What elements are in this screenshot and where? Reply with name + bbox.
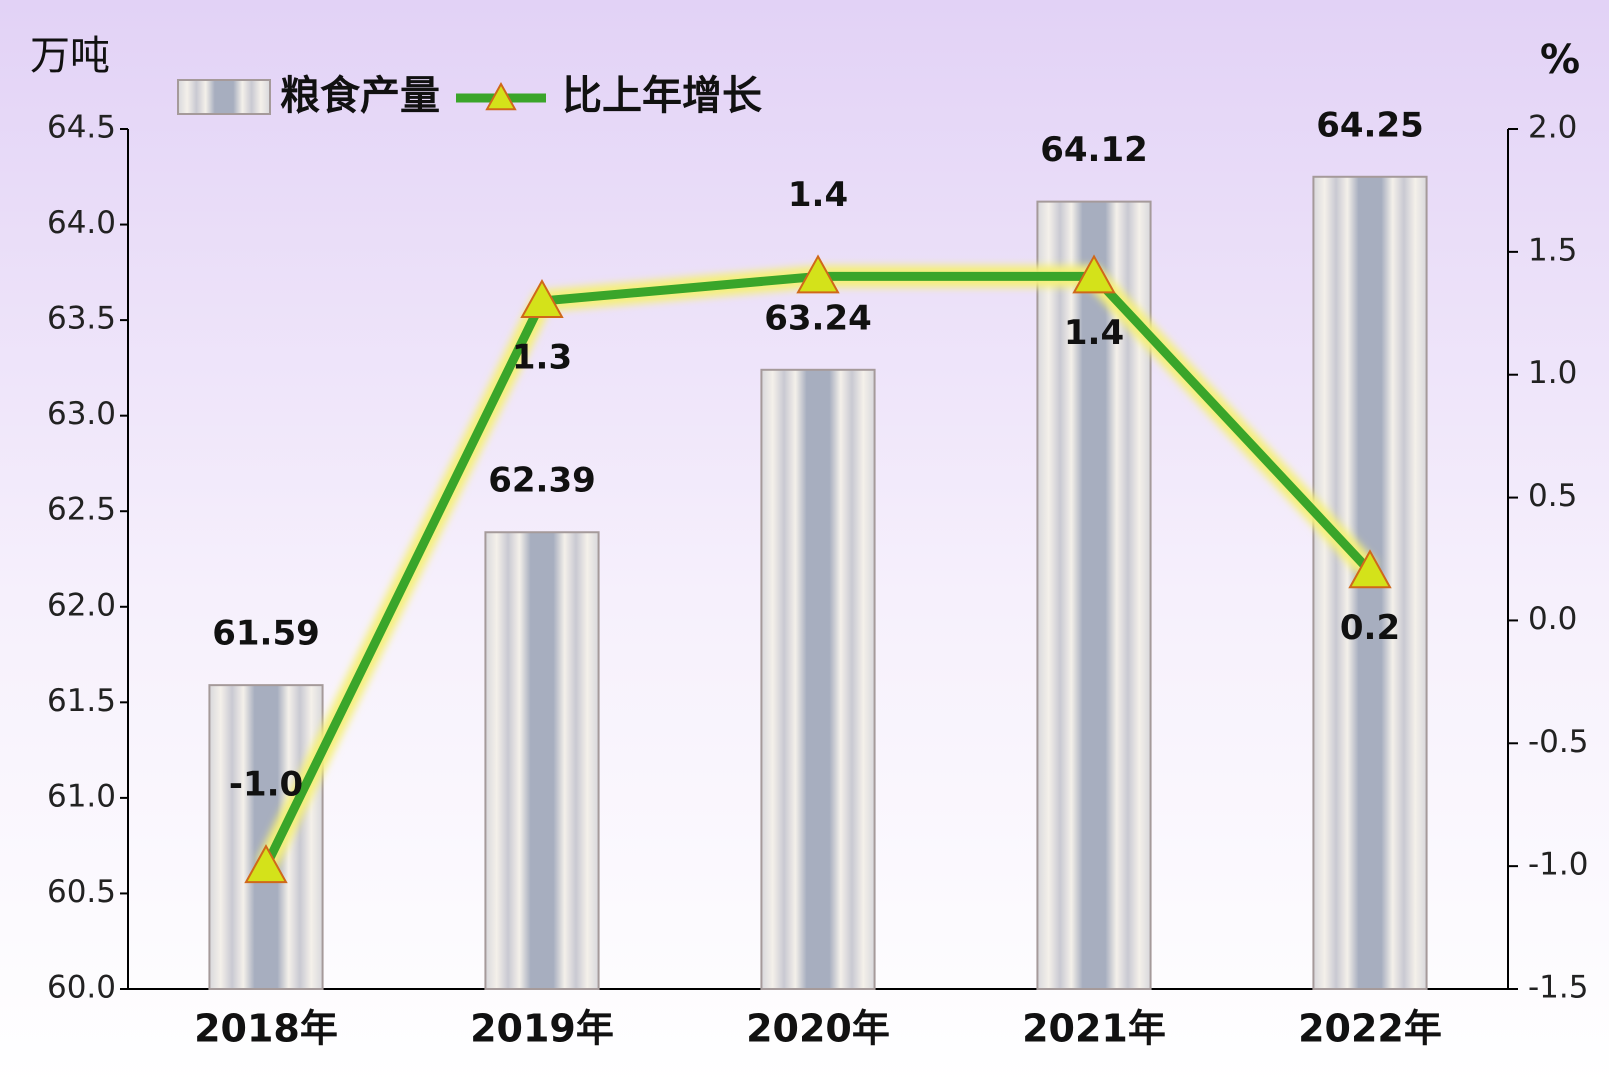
x-tick-label: 2021年 [1022, 1007, 1166, 1051]
line-marker [244, 844, 288, 884]
bar-value-label: 61.59 [212, 614, 320, 654]
bar-value-label: 63.24 [764, 298, 872, 338]
y-tick-label: 64.5 [47, 110, 116, 146]
y2-tick-label: -0.5 [1528, 724, 1589, 760]
bar [484, 531, 600, 990]
legend-label: 比上年增长 [562, 73, 762, 119]
y-tick-label: 61.5 [47, 683, 116, 719]
y-tick-label: 63.5 [47, 301, 116, 337]
y-tick-label: 62.0 [47, 587, 116, 623]
y2-tick-label: -1.0 [1528, 847, 1589, 883]
y2-tick-label: -1.5 [1528, 970, 1589, 1006]
y2-tick-label: 0.0 [1528, 601, 1577, 637]
bar-value-label: 64.25 [1316, 105, 1424, 145]
y-tick-label: 61.0 [47, 778, 116, 814]
bar [208, 684, 324, 991]
y2-tick-label: 0.5 [1528, 478, 1577, 514]
y2-tick-label: 1.0 [1528, 355, 1577, 391]
bar-value-label: 62.39 [488, 461, 596, 501]
y-tick-label: 60.0 [47, 970, 116, 1006]
line-marker [796, 254, 840, 294]
y2-axis-label: % [1540, 37, 1580, 83]
y2-tick-label: 1.5 [1528, 232, 1577, 268]
y-tick-label: 64.0 [47, 205, 116, 241]
y-tick-label: 63.0 [47, 396, 116, 432]
line-marker [1072, 254, 1116, 294]
x-tick-label: 2022年 [1298, 1007, 1442, 1051]
bar [1036, 200, 1152, 991]
line-value-label: 0.2 [1340, 608, 1400, 648]
line-marker [1348, 549, 1392, 589]
line-value-label: 1.3 [512, 338, 572, 378]
x-tick-label: 2019年 [470, 1007, 614, 1051]
line-value-label: -1.0 [229, 765, 303, 805]
line-value-label: 1.4 [788, 175, 848, 215]
y-tick-label: 60.5 [47, 874, 116, 910]
y2-tick-label: 2.0 [1528, 110, 1577, 146]
legend-swatch [177, 79, 271, 115]
legend-label: 粮食产量 [280, 73, 440, 119]
y-axis-label: 万吨 [30, 33, 110, 79]
legend-marker [485, 81, 517, 111]
line-value-label: 1.4 [1064, 313, 1124, 353]
bar-value-label: 64.12 [1040, 130, 1148, 170]
line-marker [520, 278, 564, 318]
bar [760, 368, 876, 990]
x-tick-label: 2018年 [194, 1007, 338, 1051]
y-tick-label: 62.5 [47, 492, 116, 528]
x-tick-label: 2020年 [746, 1007, 890, 1051]
